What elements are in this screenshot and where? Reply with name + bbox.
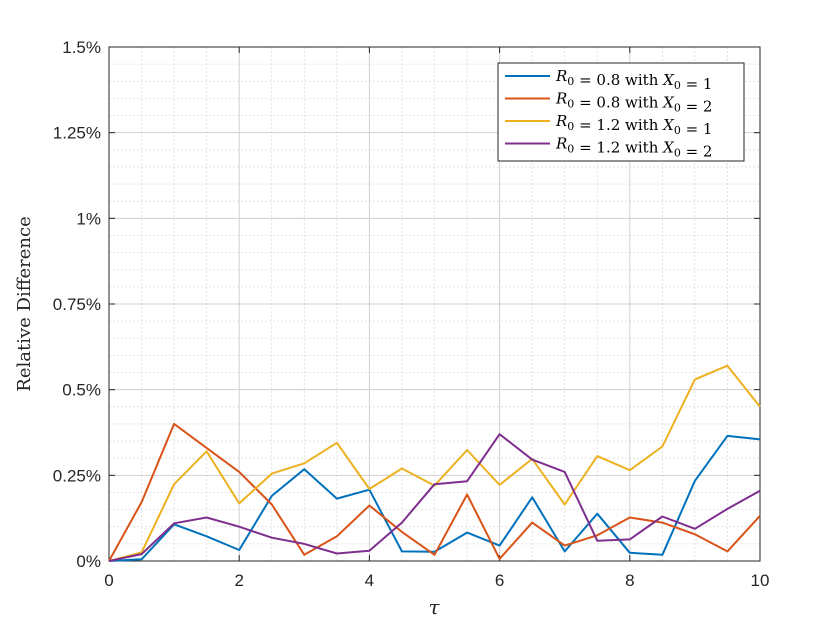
series-line-2 [108, 422, 761, 562]
y-axis-label: Relative Difference [14, 216, 35, 391]
legend-entry-3: R0 = 1.2 with X0 = 1 [555, 112, 712, 138]
y-tick-label: 1% [76, 209, 101, 228]
x-axis-label: τ [428, 595, 440, 619]
x-tick-label: 4 [365, 571, 374, 590]
y-tick-label: 1.5% [62, 38, 101, 57]
y-tick-label: 0.75% [53, 295, 101, 314]
series-line-4 [108, 433, 761, 562]
series-lines [108, 364, 761, 562]
legend-box [497, 62, 745, 162]
legend-entry-1: R0 = 0.8 with X0 = 1 [555, 67, 712, 93]
x-tick-label: 8 [625, 571, 634, 590]
y-tick-labels: 0% 0.25% 0.5% 0.75% 1% 1.25% 1.5% [53, 38, 101, 571]
legend-entry-4: R0 = 1.2 with X0 = 2 [555, 135, 712, 161]
x-tick-label: 0 [104, 571, 113, 590]
y-tick-label: 1.25% [53, 124, 101, 143]
y-tick-label: 0.25% [53, 466, 101, 485]
legend-entry-2: R0 = 0.8 with X0 = 2 [555, 90, 712, 116]
x-tick-label: 6 [495, 571, 504, 590]
axis-ticks [108, 46, 761, 562]
y-tick-label: 0% [76, 552, 101, 571]
y-tick-label: 0.5% [62, 381, 101, 400]
x-tick-labels: 0 2 4 6 8 10 [104, 571, 769, 590]
x-tick-label: 10 [751, 571, 770, 590]
legend: R0 = 0.8 with X0 = 1R0 = 0.8 with X0 = 2… [497, 62, 745, 162]
x-tick-label: 2 [234, 571, 243, 590]
series-line-1 [108, 434, 761, 562]
